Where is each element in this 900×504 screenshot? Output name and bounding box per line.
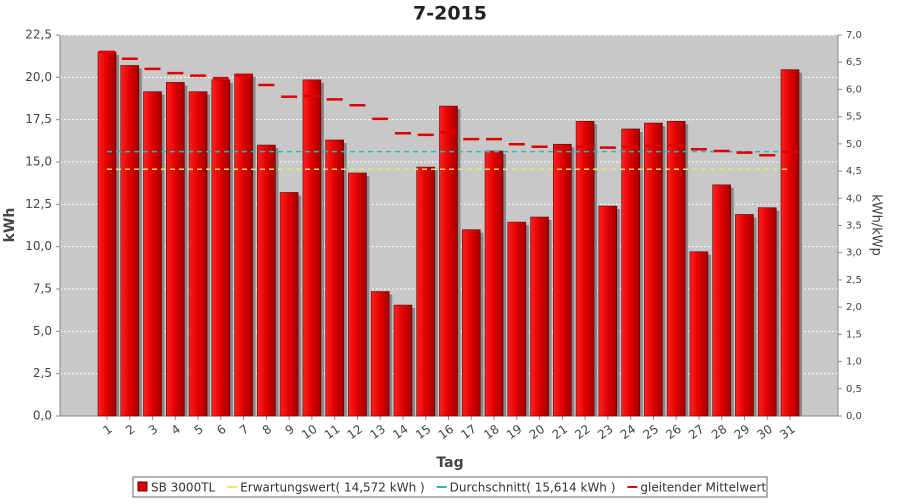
y-tick-label: 17,5 [25,112,52,126]
x-tick-label: 7 [237,422,251,438]
x-tick-label: 16 [436,422,457,442]
bar [188,91,208,417]
y-tick-label: 12,5 [25,197,52,211]
bar [143,91,162,417]
y2-tick-label: 0,0 [846,411,862,422]
legend-label: gleitender Mittelwert [640,481,766,495]
legend-label: Erwartungswert( 14,572 kWh ) [240,481,424,495]
x-tick-label: 20 [527,422,548,442]
bar [439,105,458,417]
y2-tick-label: 4,0 [846,193,862,204]
x-tick-label: 30 [754,422,775,442]
y-tick-label: 2,5 [33,366,52,380]
x-tick-label: 13 [367,422,388,442]
legend-label: SB 3000TL [151,481,216,495]
y2-tick-label: 2,5 [846,275,862,286]
bar [416,166,436,417]
x-tick-label: 2 [123,422,137,438]
bar [166,82,185,417]
x-tick-label: 10 [299,422,320,442]
y2-tick-label: 1,5 [846,329,862,340]
bar [598,205,618,417]
x-tick-label: 21 [550,422,571,442]
y2-tick-label: 3,5 [846,221,862,232]
bar [211,79,231,417]
y2-tick-label: 6,0 [846,84,862,95]
chart-title: 7-2015 [413,3,487,25]
y-tick-label: 15,0 [25,155,52,169]
x-tick-label: 19 [504,422,525,442]
bar [666,121,686,417]
bar [780,69,800,417]
bar [575,121,595,417]
x-tick-label: 29 [732,422,753,442]
bar [644,122,663,417]
bar [484,150,504,417]
x-tick-label: 14 [390,422,411,442]
legend [132,476,768,498]
bar [325,139,344,417]
y2-tick-label: 3,0 [846,248,862,259]
y2-tick-label: 1,0 [846,357,862,368]
x-axis-label: Tag [436,455,463,471]
y2-axis-label: kWh/kWp [869,194,884,256]
x-tick-label: 24 [618,422,639,442]
bar [302,79,322,417]
x-tick-label: 27 [686,422,707,442]
y-tick-label: 0,0 [33,409,52,423]
bar [507,221,527,417]
y2-tick-label: 5,5 [846,112,862,123]
y2-tick-label: 2,0 [846,302,862,313]
x-tick-label: 6 [214,422,228,438]
x-tick-label: 8 [260,422,274,438]
y-tick-label: 10,0 [25,239,52,253]
y-tick-label: 7,5 [33,282,52,296]
x-tick-label: 22 [572,422,593,442]
x-tick-label: 11 [322,422,343,442]
y2-tick-label: 4,5 [846,166,862,177]
x-tick-label: 12 [345,422,366,442]
bar [689,251,709,417]
bar [348,172,367,417]
bar [530,216,549,417]
x-tick-label: 31 [777,422,798,442]
x-tick-label: 1 [100,422,114,438]
bar [757,207,777,417]
x-tick-label: 25 [641,422,662,442]
y2-tick-label: 7,0 [846,30,862,41]
legend-label: Durchschnitt( 15,614 kWh ) [450,481,616,495]
bar [234,73,253,417]
bar [461,229,481,417]
x-tick-label: 3 [146,422,160,438]
y-tick-label: 5,0 [33,324,52,338]
x-tick-label: 18 [481,422,502,442]
x-tick-label: 9 [283,422,297,438]
y-tick-label: 22,5 [25,28,52,42]
bar [120,65,140,417]
bar [257,144,276,417]
bar [621,128,640,417]
bar [553,143,572,417]
x-tick-label: 26 [663,422,684,442]
x-tick-label: 17 [458,422,479,442]
bar [712,184,732,417]
bar [393,304,413,417]
bar [370,291,390,417]
y2-tick-label: 6,5 [846,57,862,68]
x-tick-label: 5 [192,422,206,438]
y2-tick-label: 5,0 [846,139,862,150]
bar [97,51,117,417]
bar [279,192,299,417]
x-tick-label: 15 [413,422,434,442]
bar [735,214,754,417]
y2-tick-label: 0,5 [846,384,862,395]
x-tick-label: 4 [169,422,183,438]
y-axis-label: kWh [2,208,18,243]
legend-swatch [137,481,148,492]
x-tick-label: 23 [595,422,616,442]
y-tick-label: 20,0 [25,70,52,84]
x-tick-label: 28 [709,422,730,442]
